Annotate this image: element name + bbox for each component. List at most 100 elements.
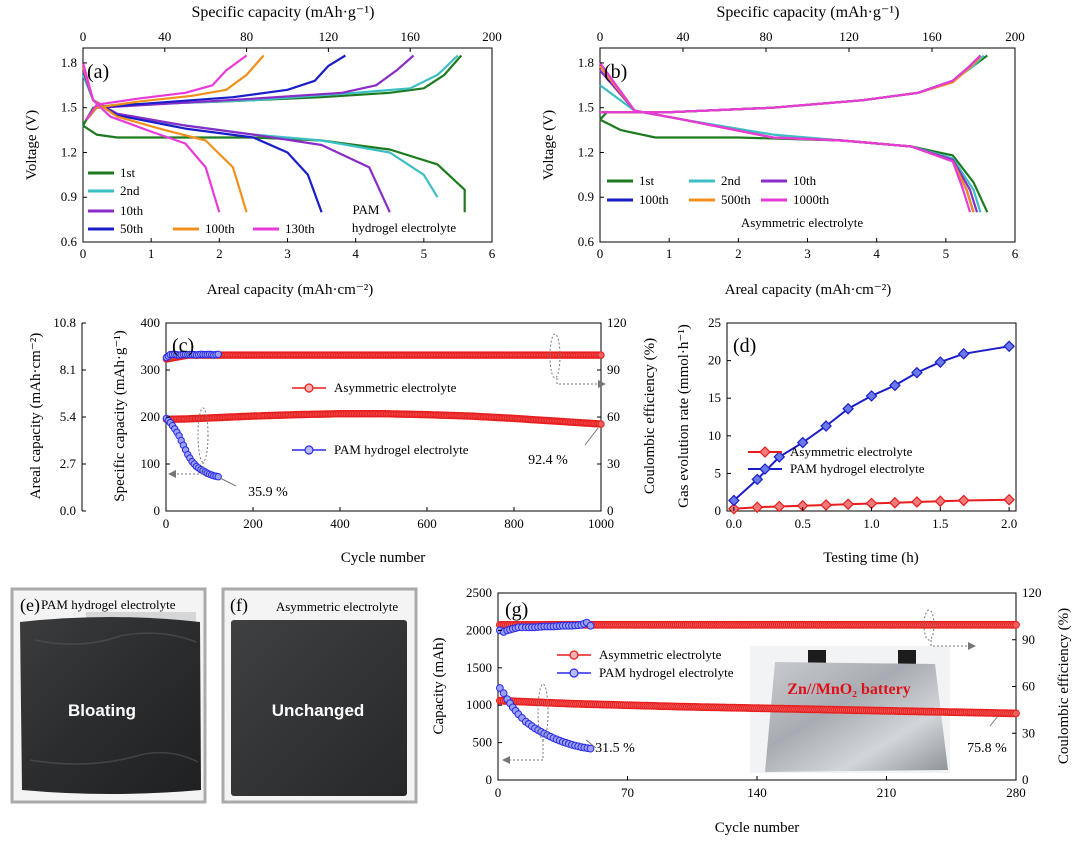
panel-b-voltage-profiles-asymmetric: Specific capacity (mAh·g⁻¹) 0 40 80 120 160 2… [541,4,1025,298]
curve-100th-charge [85,54,265,121]
top-tick-label: 120 [839,29,859,44]
marker-PAM hydrogel electrolyte [796,436,809,449]
marker-Asymmetric electrolyte [597,420,605,428]
panel-a-annotation-line-2: hydrogel electrolyte [352,220,457,235]
panel-b-plot-area [599,54,989,213]
legend-label-2nd: 2nd [120,183,140,198]
panel-g-31-pointer [585,739,597,749]
panel-g-annotation-31: 31.5 % [595,741,635,756]
marker-PAM hydrogel electrolyte [773,451,786,463]
y-tick-label: 10 [708,428,721,443]
y-left-tick-label: 0 [154,503,161,518]
legend-label-130th: 130th [285,221,315,236]
marker-PAM hydrogel electrolyte CE [214,350,222,358]
panel-g-inset-caption: Zn//MnO₂ battery [787,681,910,698]
marker-PAM hydrogel electrolyte [842,402,854,415]
y-left2-tick-label: 8.1 [60,362,76,377]
top-tick-label: 200 [482,29,502,44]
x-tick-label: 3 [804,246,811,261]
top-tick-label: 0 [80,29,87,44]
marker-Asymmetric electrolyte [934,495,947,508]
x-tick-label: 210 [877,785,897,800]
marker-PAM hydrogel electrolyte [820,420,832,432]
marker-Asymmetric electrolyte [842,498,854,511]
series-PAM hydrogel electrolyte [162,414,222,481]
y-left-tick-label: 1000 [466,697,492,712]
panel-c-y-axis-title-right: Coulombic efficiency (%) [642,338,658,494]
panel-g-ticks: 0 70 140 210 2800500100015002000250003060901… [466,585,1042,800]
y-left-tick-label: 2000 [466,622,492,637]
panel-g-arrows [502,609,999,764]
y-right-tick-label: 120 [607,315,627,330]
panel-b-label: (b) [604,61,627,83]
legend-label-100th: 100th [639,192,669,207]
x-tick-label: 2 [216,246,223,261]
x-tick-label: 0 [80,246,87,261]
x-tick-label: 800 [504,516,524,531]
legend-label-10th: 10th [120,203,144,218]
panel-a-x-axis-title: Areal capacity (mAh·cm⁻²) [207,282,374,298]
curve-130th-charge [85,54,248,121]
panel-g-inset-pouch [765,662,948,772]
x-tick-label: 0.0 [726,516,742,531]
marker-PAM hydrogel electrolyte [496,684,504,692]
legend-label-PAM hydrogel electrolyte: PAM hydrogel electrolyte [599,665,734,680]
y-left-tick-label: 400 [141,315,161,330]
marker-PAM hydrogel electrolyte [911,366,923,379]
legend-label-1st: 1st [639,173,655,188]
panel-f-pouch-cell [231,620,407,796]
panel-g-label: (g) [505,599,528,621]
panel-f-photo-unchanged: (f) Asymmetric electrolyte Unchanged [221,587,418,804]
panel-c-pam-arrow [176,462,204,475]
panel-c-ce-ellipse [549,333,561,379]
marker-Asymmetric electrolyte [773,500,786,513]
marker-PAM hydrogel electrolyte CE [586,621,595,630]
y-tick-label: 5 [715,465,722,480]
y-right-tick-label: 0 [607,503,614,518]
y-left2-tick-label: 10.8 [53,315,76,330]
y-right-tick-label: 90 [607,362,620,377]
y-tick-label: 25 [708,315,721,330]
y-left2-tick-label: 0.0 [60,503,76,518]
y-tick-label: 0.6 [61,234,78,249]
panel-d-x-axis-title: Testing time (h) [823,550,919,566]
panel-g-ce-arrowhead [968,642,976,650]
y-tick-label: 0.9 [578,189,594,204]
x-tick-label: 1000 [588,516,614,531]
marker-PAM hydrogel electrolyte [728,494,740,507]
panel-c-ce-arrowhead [598,380,606,388]
x-tick-label: 6 [1012,246,1019,261]
marker-PAM hydrogel electrolyte [865,390,878,402]
panel-g-pouch-cycling: Zn//MnO₂ battery 0 70 140 210 28005001000150… [431,585,1072,836]
y-right-tick-label: 90 [1022,632,1035,647]
x-tick-label: 400 [330,516,350,531]
curve-130th-discharge [81,62,221,213]
panel-d-plot-area [728,340,1015,515]
panel-a-y-ticks: 0.6 0.9 1.2 1.5 1.8 [61,55,87,249]
x-tick-label: 0 [597,246,604,261]
panel-c-annotation-92: 92.4 % [528,453,568,468]
x-tick-label: 0.5 [795,516,811,531]
curve-100th-charge [600,54,982,114]
panel-a-plot-area [81,54,466,213]
top-tick-label: 40 [158,29,171,44]
panel-c-plot-area [162,350,605,481]
panel-e-pouch-cell [20,617,201,794]
x-tick-label: 4 [352,246,359,261]
series-Asymmetric electrolyte [162,410,605,428]
y-left-tick-label: 100 [141,456,161,471]
x-tick-label: 2.0 [1001,516,1017,531]
curve-2nd-charge [600,54,985,114]
panel-b-y-axis-title: Voltage (V) [541,110,557,180]
panel-e-status: Bloating [68,701,136,720]
y-left2-tick-label: 2.7 [60,456,77,471]
panel-c-cycling-performance: 0 200 400 600 800 100001002003004000306090120… [28,315,658,566]
y-left2-tick-label: 5.4 [60,409,77,424]
series-PAM hydrogel electrolyte CE [162,350,222,362]
y-tick-label: 20 [708,353,721,368]
legend-label-PAM hydrogel electrolyte: PAM hydrogel electrolyte [334,442,469,457]
legend-label-1000th: 1000th [793,192,830,207]
legend-label-Asymmetric electrolyte: Asymmetric electrolyte [334,380,457,395]
panel-g-pam-arrowhead [502,756,510,764]
marker-Asymmetric electrolyte [820,499,832,511]
